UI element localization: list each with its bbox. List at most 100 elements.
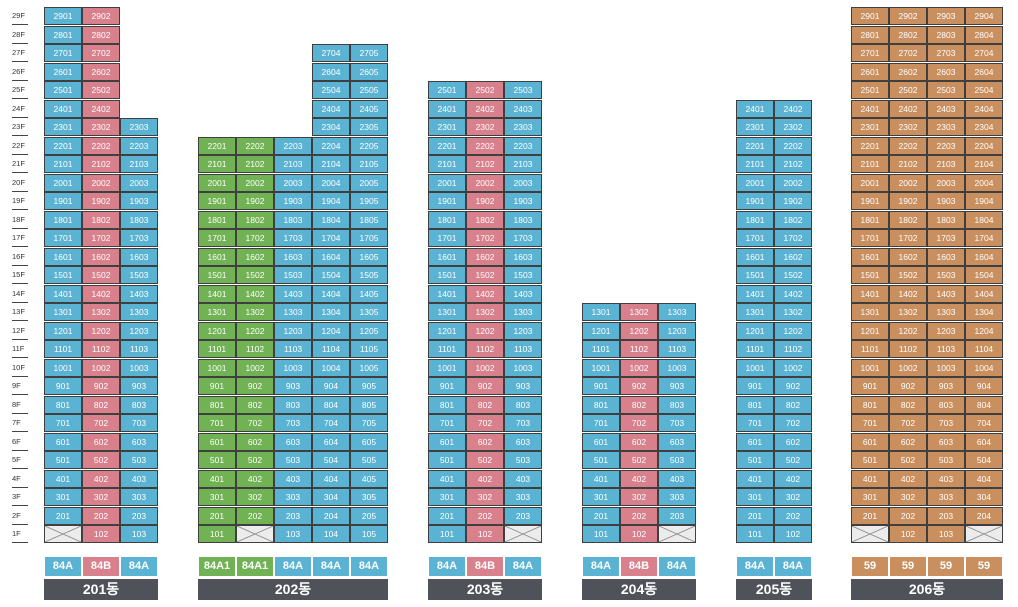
building-name-label: 201동 <box>44 579 158 600</box>
unit-cell: 1201 <box>582 321 620 340</box>
cross-icon <box>45 526 81 542</box>
unit-cell: 101 <box>736 525 774 543</box>
unit-cell: 1703 <box>274 229 312 247</box>
unit-cell: 1901 <box>44 192 82 210</box>
unit-cell: 603 <box>274 432 312 451</box>
unit-cell: 1704 <box>312 229 350 247</box>
unit-cell: 401 <box>736 469 774 488</box>
unit-cell: 2103 <box>927 155 965 173</box>
unit-cell: 2401 <box>44 99 82 118</box>
unit-cell: 1903 <box>274 192 312 210</box>
unit-cell: 403 <box>658 469 696 488</box>
unit-cell: 1104 <box>312 340 350 358</box>
unit-cell: 1704 <box>965 229 1003 247</box>
unit-cell: 2704 <box>312 44 350 62</box>
floor-label: 24F <box>12 100 28 118</box>
unit-cell: 601 <box>198 432 236 451</box>
floor-label: 11F <box>12 340 28 358</box>
unit-cell: 601 <box>428 432 466 451</box>
unit-cell: 702 <box>236 414 274 432</box>
unit-cell: 2705 <box>350 44 388 62</box>
unit-cell: 2702 <box>82 44 120 62</box>
unit-cell: 1302 <box>236 303 274 321</box>
unit-cell: 401 <box>582 469 620 488</box>
unit-cell: 1902 <box>466 192 504 210</box>
unit-cell: 401 <box>44 469 82 488</box>
unit-cell: 1904 <box>965 192 1003 210</box>
unit-cell: 503 <box>927 451 965 469</box>
unit-cell: 1103 <box>120 340 158 358</box>
unit-cell: 102 <box>82 525 120 543</box>
unit-cell: 1802 <box>82 210 120 229</box>
unit-cell: 2604 <box>312 62 350 81</box>
unit-cell: 902 <box>82 377 120 395</box>
floor-label: 5F <box>12 451 28 469</box>
unit-cell: 802 <box>82 395 120 414</box>
unit-cell: 805 <box>350 395 388 414</box>
unit-cell: 1301 <box>736 303 774 321</box>
unit-cell: 1602 <box>774 247 812 266</box>
unit-cell: 301 <box>428 488 466 506</box>
unit-cell: 1503 <box>274 266 312 284</box>
unit-cell: 702 <box>889 414 927 432</box>
unit-cell: 302 <box>620 488 658 506</box>
unit-cell: 801 <box>198 395 236 414</box>
unit-cell: 1801 <box>736 210 774 229</box>
unit-cell: 1301 <box>582 303 620 321</box>
unit-cell: 2201 <box>851 136 889 155</box>
unit-cell: 1901 <box>736 192 774 210</box>
unit-cell: 503 <box>274 451 312 469</box>
unit-cell: 602 <box>620 432 658 451</box>
unit-cell: 401 <box>428 469 466 488</box>
unit-cell: 1801 <box>428 210 466 229</box>
unit-cell: 1301 <box>44 303 82 321</box>
unit-cell: 203 <box>504 506 542 525</box>
unit-cell: 402 <box>236 469 274 488</box>
unit-cell: 2002 <box>889 173 927 192</box>
unit-cell: 1401 <box>44 284 82 303</box>
unit-cell: 603 <box>658 432 696 451</box>
unit-cell: 103 <box>274 525 312 543</box>
unit-cell: 601 <box>44 432 82 451</box>
unit-cell: 2301 <box>44 118 82 136</box>
floor-label: 16F <box>12 248 28 266</box>
unit-cell: 1202 <box>82 321 120 340</box>
unit-cell: 1802 <box>466 210 504 229</box>
building-3: 2501 2401 2301 2201 2101 2001 1901 1801 1701 1601… <box>428 0 542 607</box>
unit-cell: 2404 <box>965 99 1003 118</box>
unit-cell: 301 <box>582 488 620 506</box>
unit-cell: 1505 <box>350 266 388 284</box>
unit-cell: 1005 <box>350 358 388 377</box>
unit-cell: 902 <box>236 377 274 395</box>
unit-cell: 901 <box>582 377 620 395</box>
unit-cell: 701 <box>851 414 889 432</box>
unit-cell: 2504 <box>312 81 350 99</box>
unit-cell: 901 <box>736 377 774 395</box>
building-name-label: 203동 <box>428 579 542 600</box>
unit-cell: 1301 <box>198 303 236 321</box>
unit-cell: 1103 <box>658 340 696 358</box>
unit-cell: 301 <box>198 488 236 506</box>
unit-cell: 201 <box>736 506 774 525</box>
unit-cell: 2202 <box>236 136 274 155</box>
unit-cell: 1102 <box>82 340 120 358</box>
unit-cell: 103 <box>120 525 158 543</box>
unit-cell: 1905 <box>350 192 388 210</box>
unit-cell: 2304 <box>965 118 1003 136</box>
unit-cell: 1804 <box>965 210 1003 229</box>
cross-icon <box>237 526 273 542</box>
unit-cell: 1701 <box>736 229 774 247</box>
unit-type-label: 59 <box>966 557 1002 576</box>
unit-cell: 1601 <box>198 247 236 266</box>
unit-cell: 2402 <box>466 99 504 118</box>
unit-cell: 2001 <box>198 173 236 192</box>
unit-cell: 1803 <box>120 210 158 229</box>
unit-cell: 1403 <box>504 284 542 303</box>
unit-cell: 2101 <box>736 155 774 173</box>
unit-cell: 2003 <box>274 173 312 192</box>
unit-cell: 901 <box>198 377 236 395</box>
unit-cell: 1902 <box>236 192 274 210</box>
unit-cell: 2301 <box>428 118 466 136</box>
unit-cell: 2401 <box>851 99 889 118</box>
unit-cell: 2102 <box>774 155 812 173</box>
